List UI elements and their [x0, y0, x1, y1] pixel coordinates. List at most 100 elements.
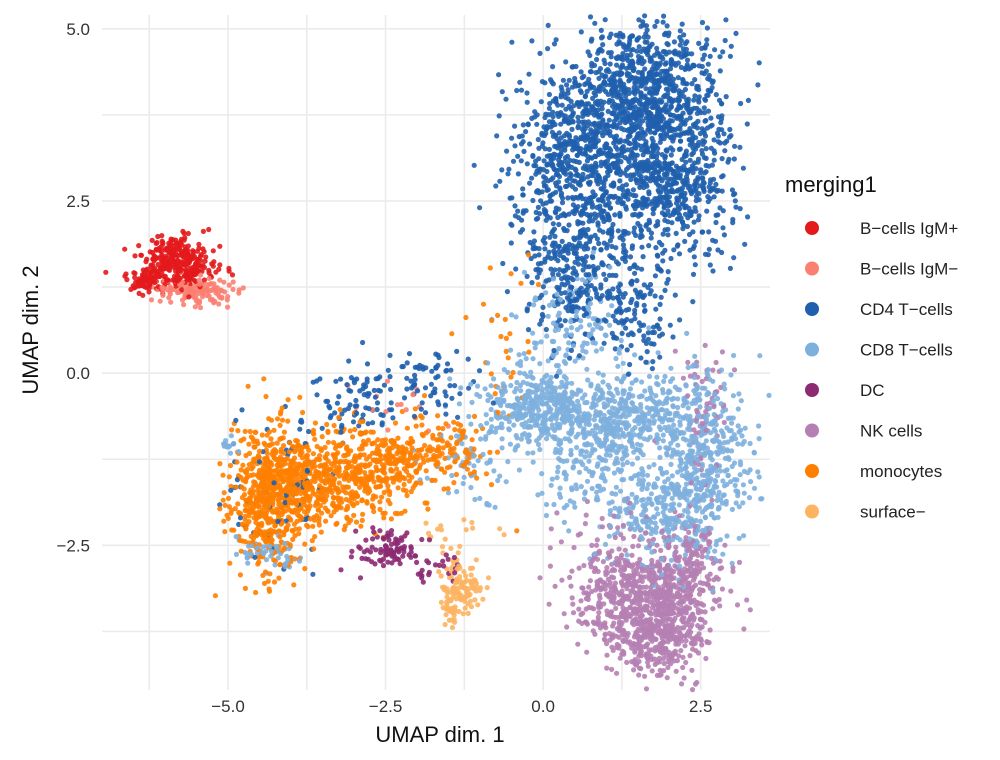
data-point: [361, 382, 367, 388]
data-point: [531, 238, 538, 244]
data-point: [599, 346, 605, 352]
data-point: [751, 485, 758, 491]
data-point: [576, 565, 582, 571]
data-point: [471, 413, 478, 419]
data-point: [499, 89, 505, 95]
data-point: [370, 536, 376, 542]
data-point: [668, 255, 674, 262]
data-point: [471, 463, 477, 469]
data-point: [463, 573, 469, 579]
data-point: [662, 287, 668, 293]
data-point: [535, 281, 542, 288]
data-point: [677, 317, 683, 323]
data-point: [369, 544, 375, 550]
data-point: [599, 261, 605, 267]
data-point: [421, 393, 428, 399]
data-point: [568, 98, 574, 104]
data-point: [631, 572, 637, 579]
data-point: [423, 520, 429, 526]
data-point: [563, 106, 569, 112]
data-point: [629, 491, 635, 497]
data-point: [574, 327, 581, 333]
data-point: [561, 611, 567, 617]
data-point: [309, 538, 315, 544]
data-point: [640, 477, 647, 484]
data-point: [318, 529, 324, 535]
data-point: [600, 133, 606, 139]
data-point: [614, 376, 620, 382]
data-point: [367, 549, 374, 555]
data-point: [668, 365, 674, 371]
data-point: [276, 528, 282, 534]
data-point: [503, 348, 509, 354]
data-point: [502, 316, 508, 322]
data-point: [602, 541, 609, 548]
data-point: [665, 476, 671, 482]
data-point: [684, 330, 690, 336]
data-point: [700, 179, 707, 185]
data-point: [552, 583, 558, 589]
data-point: [656, 326, 662, 332]
data-point: [420, 455, 426, 461]
data-point: [718, 401, 724, 407]
data-point: [523, 208, 529, 214]
data-point: [627, 254, 634, 260]
data-point: [660, 438, 666, 444]
data-point: [240, 462, 246, 468]
data-point: [423, 452, 429, 458]
data-point: [701, 52, 708, 58]
data-point: [451, 590, 457, 597]
data-point: [277, 422, 283, 428]
data-point: [421, 459, 427, 465]
data-point: [580, 171, 586, 177]
data-point: [612, 580, 619, 586]
data-point: [545, 22, 551, 28]
data-point: [679, 21, 685, 27]
data-point: [505, 171, 511, 177]
data-point: [690, 299, 696, 305]
data-point: [230, 286, 236, 292]
data-point: [671, 39, 678, 45]
data-point: [312, 502, 318, 509]
data-point: [554, 475, 560, 481]
data-point: [625, 57, 631, 64]
data-point: [534, 274, 541, 280]
data-point: [645, 196, 651, 202]
data-point: [590, 327, 596, 333]
data-point: [626, 306, 632, 312]
data-point: [549, 476, 555, 482]
data-point: [290, 444, 296, 450]
data-point: [699, 463, 705, 469]
data-point: [643, 530, 649, 536]
data-point: [440, 445, 446, 451]
data-point: [620, 522, 627, 528]
data-point: [310, 451, 316, 457]
data-point: [662, 566, 668, 572]
data-point: [512, 143, 518, 149]
data-point: [605, 576, 612, 582]
data-point: [672, 563, 678, 569]
data-point: [266, 429, 272, 435]
data-point: [477, 205, 483, 211]
data-point: [648, 235, 654, 241]
data-point: [138, 252, 144, 258]
data-point: [195, 300, 201, 306]
data-point: [582, 454, 588, 460]
data-point: [392, 420, 399, 426]
data-point: [631, 137, 638, 143]
data-point: [678, 215, 684, 221]
data-point: [515, 171, 522, 177]
data-point: [650, 541, 656, 547]
data-point: [281, 443, 287, 449]
data-point: [279, 417, 286, 423]
data-point: [552, 327, 558, 334]
data-point: [508, 374, 514, 380]
data-point: [642, 66, 648, 72]
data-point: [448, 545, 454, 552]
data-point: [669, 473, 675, 479]
data-point: [550, 109, 556, 115]
data-point: [596, 240, 602, 247]
data-point: [442, 621, 448, 628]
data-point: [543, 436, 550, 442]
data-point: [712, 515, 718, 521]
